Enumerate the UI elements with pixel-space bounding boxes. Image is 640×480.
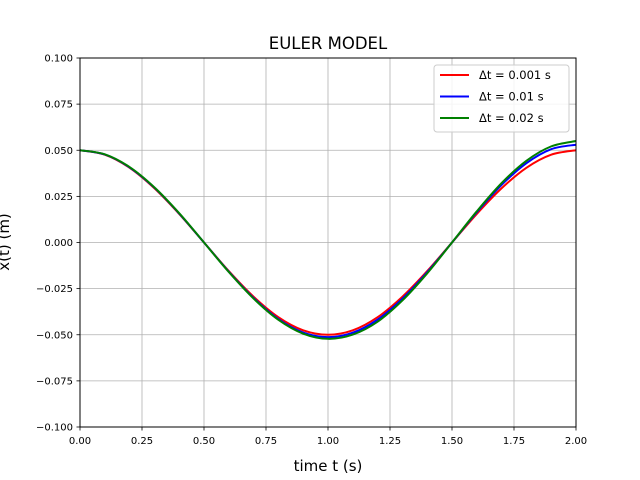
series-lines xyxy=(79,140,577,340)
y-tick-label: 0.100 xyxy=(44,54,73,65)
legend-label-1: Δt = 0.001 s xyxy=(479,68,551,82)
y-tick-label: 0.025 xyxy=(44,192,73,203)
x-tick-label: 2.00 xyxy=(565,436,587,447)
y-tick-label: 0.075 xyxy=(44,100,73,111)
legend-label-3: Δt = 0.02 s xyxy=(479,111,544,125)
y-tick-label: 0.050 xyxy=(44,146,73,157)
y-tick-label: 0.000 xyxy=(44,238,73,249)
y-tick-label: −0.100 xyxy=(36,423,73,434)
x-tick-label: 1.75 xyxy=(503,436,525,447)
chart-title: EULER MODEL xyxy=(269,34,388,53)
x-tick-label: 1.00 xyxy=(317,436,339,447)
x-tick-label: 0.75 xyxy=(255,436,277,447)
x-axis-title: time t (s) xyxy=(294,457,363,475)
x-tick-label: 0.50 xyxy=(193,436,215,447)
x-tick-label: 1.25 xyxy=(379,436,401,447)
y-tick-label: −0.075 xyxy=(36,376,73,387)
x-tick-label: 0.00 xyxy=(69,436,91,447)
y-axis-title: x(t) (m) xyxy=(0,213,13,271)
y-tick-label: −0.050 xyxy=(36,330,73,341)
x-tick-label: 0.25 xyxy=(131,436,153,447)
x-tick-label: 1.50 xyxy=(441,436,463,447)
y-tick-label: −0.025 xyxy=(36,284,73,295)
axis-ticks: 0.00 0.25 0.50 0.75 1.00 1.25 1.50 1.75 2.00 −0.1… xyxy=(36,54,587,448)
legend-label-2: Δt = 0.01 s xyxy=(479,90,544,104)
legend: Δt = 0.001 s Δt = 0.01 s Δt = 0.02 s xyxy=(433,64,570,133)
legend-box xyxy=(433,64,570,133)
series-line-3 xyxy=(79,140,577,340)
